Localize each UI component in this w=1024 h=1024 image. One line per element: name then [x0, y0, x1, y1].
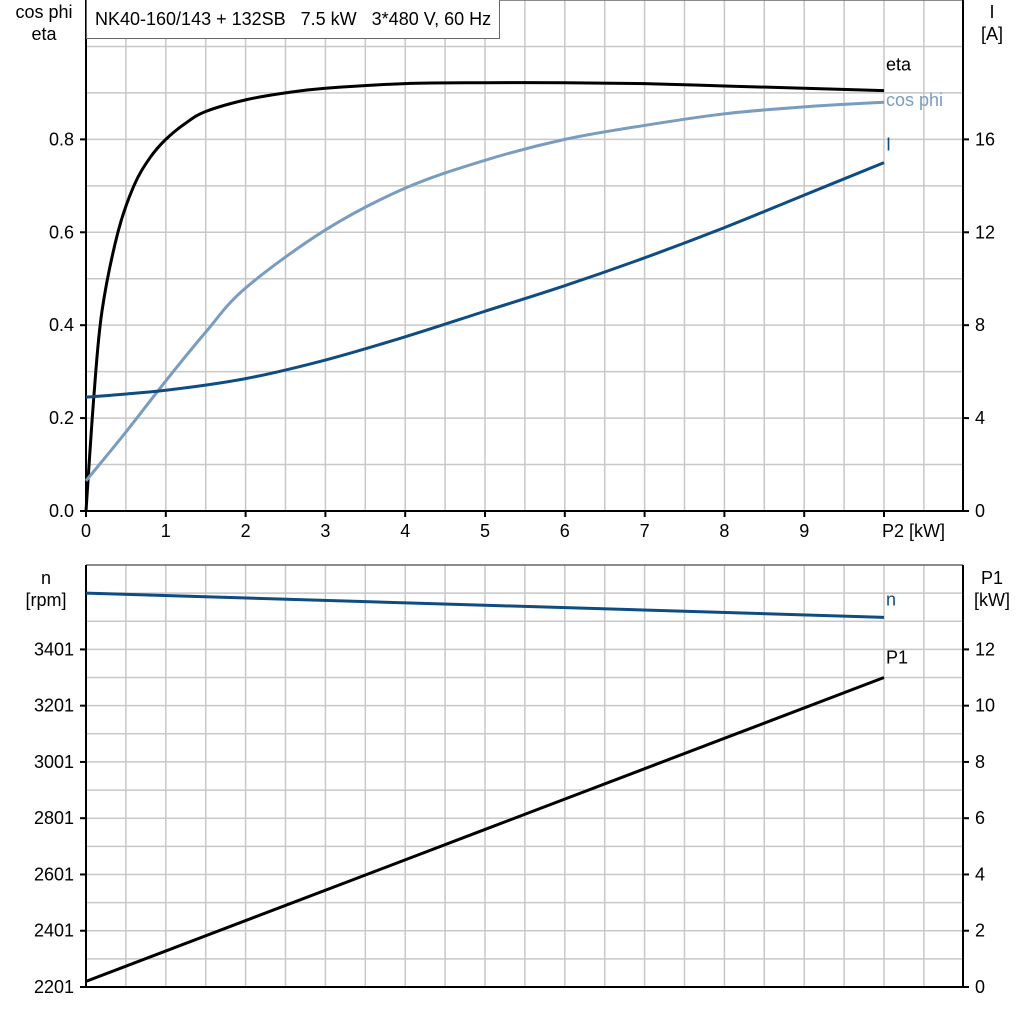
left-tick-label: 2601 [34, 864, 74, 884]
x-tick-label: 3 [320, 521, 330, 541]
right-axis-label: [kW] [974, 590, 1010, 610]
right-tick-label: 4 [975, 864, 985, 884]
left-tick-label: 2401 [34, 921, 74, 941]
right-axis-label: [A] [981, 24, 1003, 44]
series-label-I: I [886, 135, 891, 155]
right-tick-label: 10 [975, 696, 995, 716]
left-tick-label: 3401 [34, 639, 74, 659]
left-axis-label: n [41, 568, 51, 588]
left-axis-label: [rpm] [25, 590, 66, 610]
series-label-cos-phi: cos phi [886, 90, 943, 110]
right-tick-label: 12 [975, 639, 995, 659]
right-axis-label: I [989, 2, 994, 22]
left-tick-label: 3001 [34, 752, 74, 772]
series-line-eta [84, 81, 885, 512]
right-tick-label: 8 [975, 752, 985, 772]
x-tick-label: 1 [161, 521, 171, 541]
series-line-cos-phi [84, 100, 885, 482]
x-tick-label: 8 [719, 521, 729, 541]
series-label-eta: eta [886, 55, 912, 75]
right-tick-label: 8 [975, 315, 985, 335]
x-tick-label: 5 [480, 521, 490, 541]
right-tick-label: 12 [975, 222, 995, 242]
x-tick-label: 0 [81, 521, 91, 541]
x-tick-label: 4 [400, 521, 410, 541]
left-tick-label: 0.4 [49, 315, 74, 335]
x-tick-label: 9 [799, 521, 809, 541]
series-label-P1: P1 [886, 648, 908, 668]
series-line-P1 [85, 676, 885, 983]
left-tick-label: 2201 [34, 977, 74, 997]
right-tick-label: 6 [975, 808, 985, 828]
x-tick-label: 6 [560, 521, 570, 541]
right-tick-label: 4 [975, 408, 985, 428]
right-tick-label: 2 [975, 921, 985, 941]
series-line-n [85, 591, 885, 619]
right-tick-label: 0 [975, 977, 985, 997]
series-line-I [85, 161, 885, 399]
chart-title: NK40-160/143 + 132SB 7.5 kW 3*480 V, 60 … [86, 0, 501, 39]
left-axis-label: cos phi [15, 2, 72, 22]
left-tick-label: 3201 [34, 696, 74, 716]
right-tick-label: 0 [975, 501, 985, 521]
left-tick-label: 0.6 [49, 222, 74, 242]
left-tick-label: 2801 [34, 808, 74, 828]
x-axis-label: P2 [kW] [882, 521, 945, 541]
left-tick-label: 0.8 [49, 129, 74, 149]
x-tick-label: 2 [241, 521, 251, 541]
left-tick-label: 0.0 [49, 501, 74, 521]
series-label-n: n [886, 589, 896, 609]
right-tick-label: 16 [975, 129, 995, 149]
x-tick-label: 7 [640, 521, 650, 541]
right-axis-label: P1 [981, 568, 1003, 588]
left-axis-label: eta [31, 24, 57, 44]
left-tick-label: 0.2 [49, 408, 74, 428]
